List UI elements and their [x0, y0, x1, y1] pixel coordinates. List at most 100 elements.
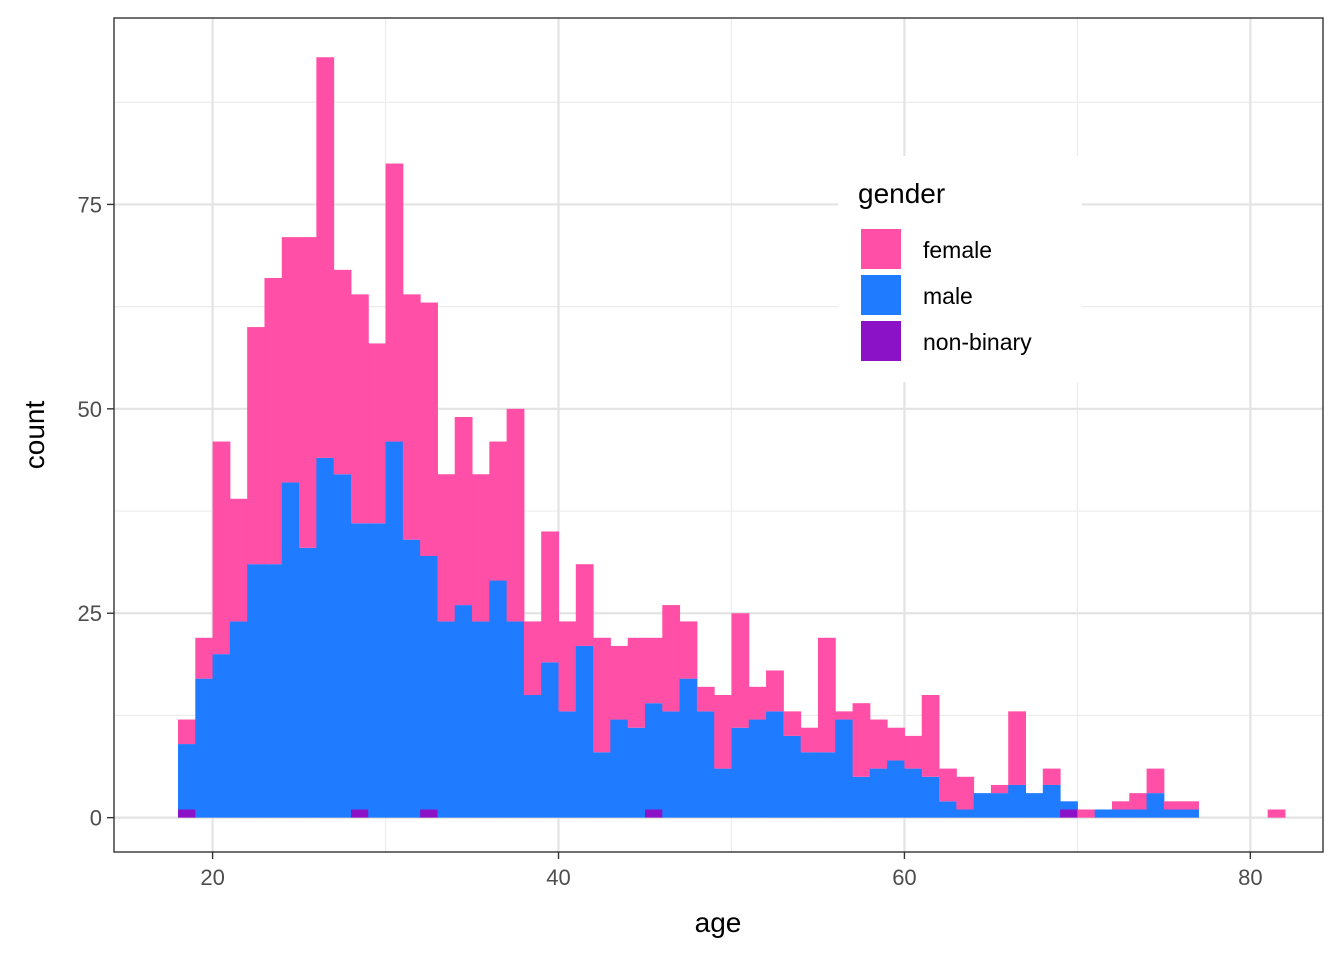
- bar-male: [990, 793, 1009, 818]
- bar-male: [610, 719, 629, 818]
- bar-non-binary: [350, 809, 369, 818]
- bar-female: [1008, 711, 1027, 785]
- bar-female: [1267, 809, 1286, 818]
- bar-female: [541, 531, 560, 663]
- bar-male: [869, 768, 888, 818]
- bar-male: [1042, 784, 1061, 818]
- bar-male: [420, 556, 438, 810]
- x-tick-label: 60: [892, 865, 916, 890]
- legend-label-male: male: [923, 283, 973, 309]
- bar-male: [368, 523, 387, 818]
- bar-male: [385, 441, 404, 818]
- bar-female: [420, 302, 438, 557]
- bar-male: [800, 752, 819, 818]
- bar-male: [1111, 809, 1130, 818]
- bar-male: [593, 752, 611, 818]
- legend-title: gender: [858, 178, 945, 209]
- bar-female: [489, 441, 508, 581]
- bar-non-binary: [644, 809, 663, 818]
- bar-male: [973, 793, 992, 818]
- bar-female: [1077, 809, 1096, 818]
- bar-male: [541, 662, 560, 818]
- bar-male: [852, 776, 871, 818]
- x-axis-title: age: [695, 907, 742, 938]
- bar-female: [817, 637, 836, 753]
- bar-male: [696, 711, 715, 818]
- bar-female: [523, 621, 542, 696]
- bar-male: [1146, 793, 1165, 818]
- legend-swatch-male: [861, 275, 901, 315]
- bar-male: [489, 580, 508, 818]
- bar-female: [852, 703, 871, 777]
- y-tick-label: 0: [90, 806, 102, 831]
- bar-female: [731, 613, 750, 728]
- bar-male: [178, 744, 196, 810]
- bar-female: [766, 670, 784, 712]
- bar-female: [1181, 801, 1199, 810]
- bar-male: [766, 711, 784, 818]
- bar-female: [956, 776, 975, 810]
- bar-female: [402, 294, 421, 540]
- bar-female: [281, 237, 300, 483]
- bar-male: [939, 801, 957, 818]
- bar-non-binary: [178, 809, 196, 818]
- bar-female: [264, 278, 283, 565]
- bar-male: [316, 457, 335, 818]
- bar-male: [1181, 809, 1199, 818]
- bar-male: [904, 768, 923, 818]
- bar-female: [939, 768, 957, 802]
- bar-female: [472, 474, 490, 622]
- bar-female: [783, 711, 802, 736]
- bar-female: [696, 686, 715, 712]
- bar-female: [368, 343, 387, 524]
- bar-male: [454, 605, 473, 818]
- bar-male: [472, 621, 490, 818]
- bar-female: [593, 637, 611, 753]
- bar-female: [644, 637, 663, 704]
- bar-male: [281, 482, 300, 818]
- bar-male: [506, 621, 525, 818]
- bar-female: [558, 621, 577, 712]
- bar-male: [714, 768, 732, 818]
- bar-male: [835, 719, 854, 818]
- legend: gender female male non-binary: [838, 156, 1082, 382]
- bar-non-binary: [1060, 809, 1078, 818]
- bar-female: [506, 408, 525, 622]
- bar-male: [212, 654, 231, 818]
- bar-male: [195, 678, 214, 818]
- bar-female: [748, 686, 767, 720]
- bar-male: [921, 776, 940, 818]
- x-tick-label: 80: [1238, 865, 1262, 890]
- legend-label-female: female: [923, 237, 992, 263]
- bar-female: [835, 711, 854, 720]
- bar-female: [437, 474, 456, 622]
- bar-female: [575, 564, 594, 646]
- bar-male: [523, 695, 542, 818]
- bar-female: [316, 57, 335, 458]
- bar-male: [748, 719, 767, 818]
- bar-male: [627, 727, 646, 818]
- bar-female: [627, 637, 646, 728]
- bar-female: [1129, 793, 1148, 810]
- bar-male: [350, 523, 369, 810]
- bar-male: [679, 678, 698, 818]
- bar-female: [454, 417, 473, 606]
- y-tick-label: 75: [78, 192, 102, 217]
- bar-male: [644, 703, 663, 810]
- bar-female: [247, 327, 265, 565]
- bar-male: [575, 645, 594, 818]
- bar-male: [1008, 784, 1027, 818]
- histogram-bars: [178, 57, 1286, 818]
- bar-male: [887, 760, 905, 818]
- bar-male: [783, 735, 802, 818]
- bar-male: [402, 539, 421, 818]
- bar-female: [1111, 801, 1130, 810]
- bar-female: [990, 784, 1009, 794]
- bar-male: [956, 809, 975, 818]
- legend-swatch-non-binary: [861, 321, 901, 361]
- bar-male: [1129, 809, 1148, 818]
- bar-female: [178, 719, 196, 745]
- bar-female: [904, 735, 923, 769]
- bar-male: [264, 564, 283, 818]
